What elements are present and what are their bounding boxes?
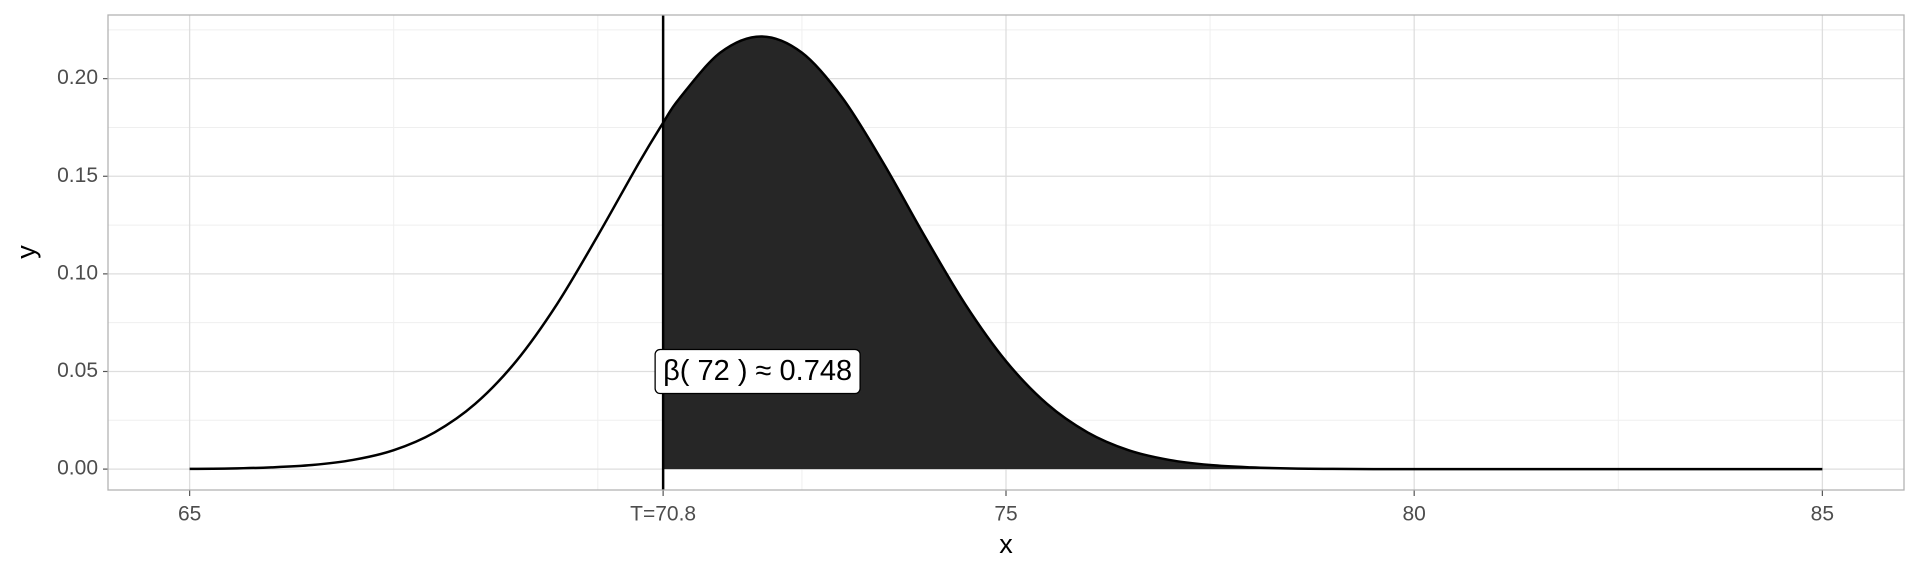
x-tick-label: T=70.8	[630, 503, 696, 526]
y-tick-label: 0.00	[57, 457, 98, 480]
annotation-text: β( 72 ) ≈ 0.748	[663, 355, 852, 387]
x-tick-label: 75	[994, 503, 1017, 526]
x-tick-label: 80	[1403, 503, 1426, 526]
density-line	[189, 35, 1823, 471]
y-tick-label: 0.20	[57, 66, 98, 89]
y-tick-label: 0.05	[57, 359, 98, 382]
x-tick-label: 65	[178, 503, 201, 526]
annotation-box	[654, 348, 861, 395]
x-axis-title: x	[999, 529, 1013, 559]
y-axis-title: y	[11, 245, 41, 259]
y-tick-label: 0.10	[57, 261, 98, 284]
y-tick-label: 0.15	[57, 164, 98, 187]
shaded-area	[663, 36, 1823, 470]
panel-border	[107, 14, 1905, 491]
annotation: β( 72 ) ≈ 0.748	[654, 348, 861, 395]
x-tick-label: 85	[1811, 503, 1834, 526]
